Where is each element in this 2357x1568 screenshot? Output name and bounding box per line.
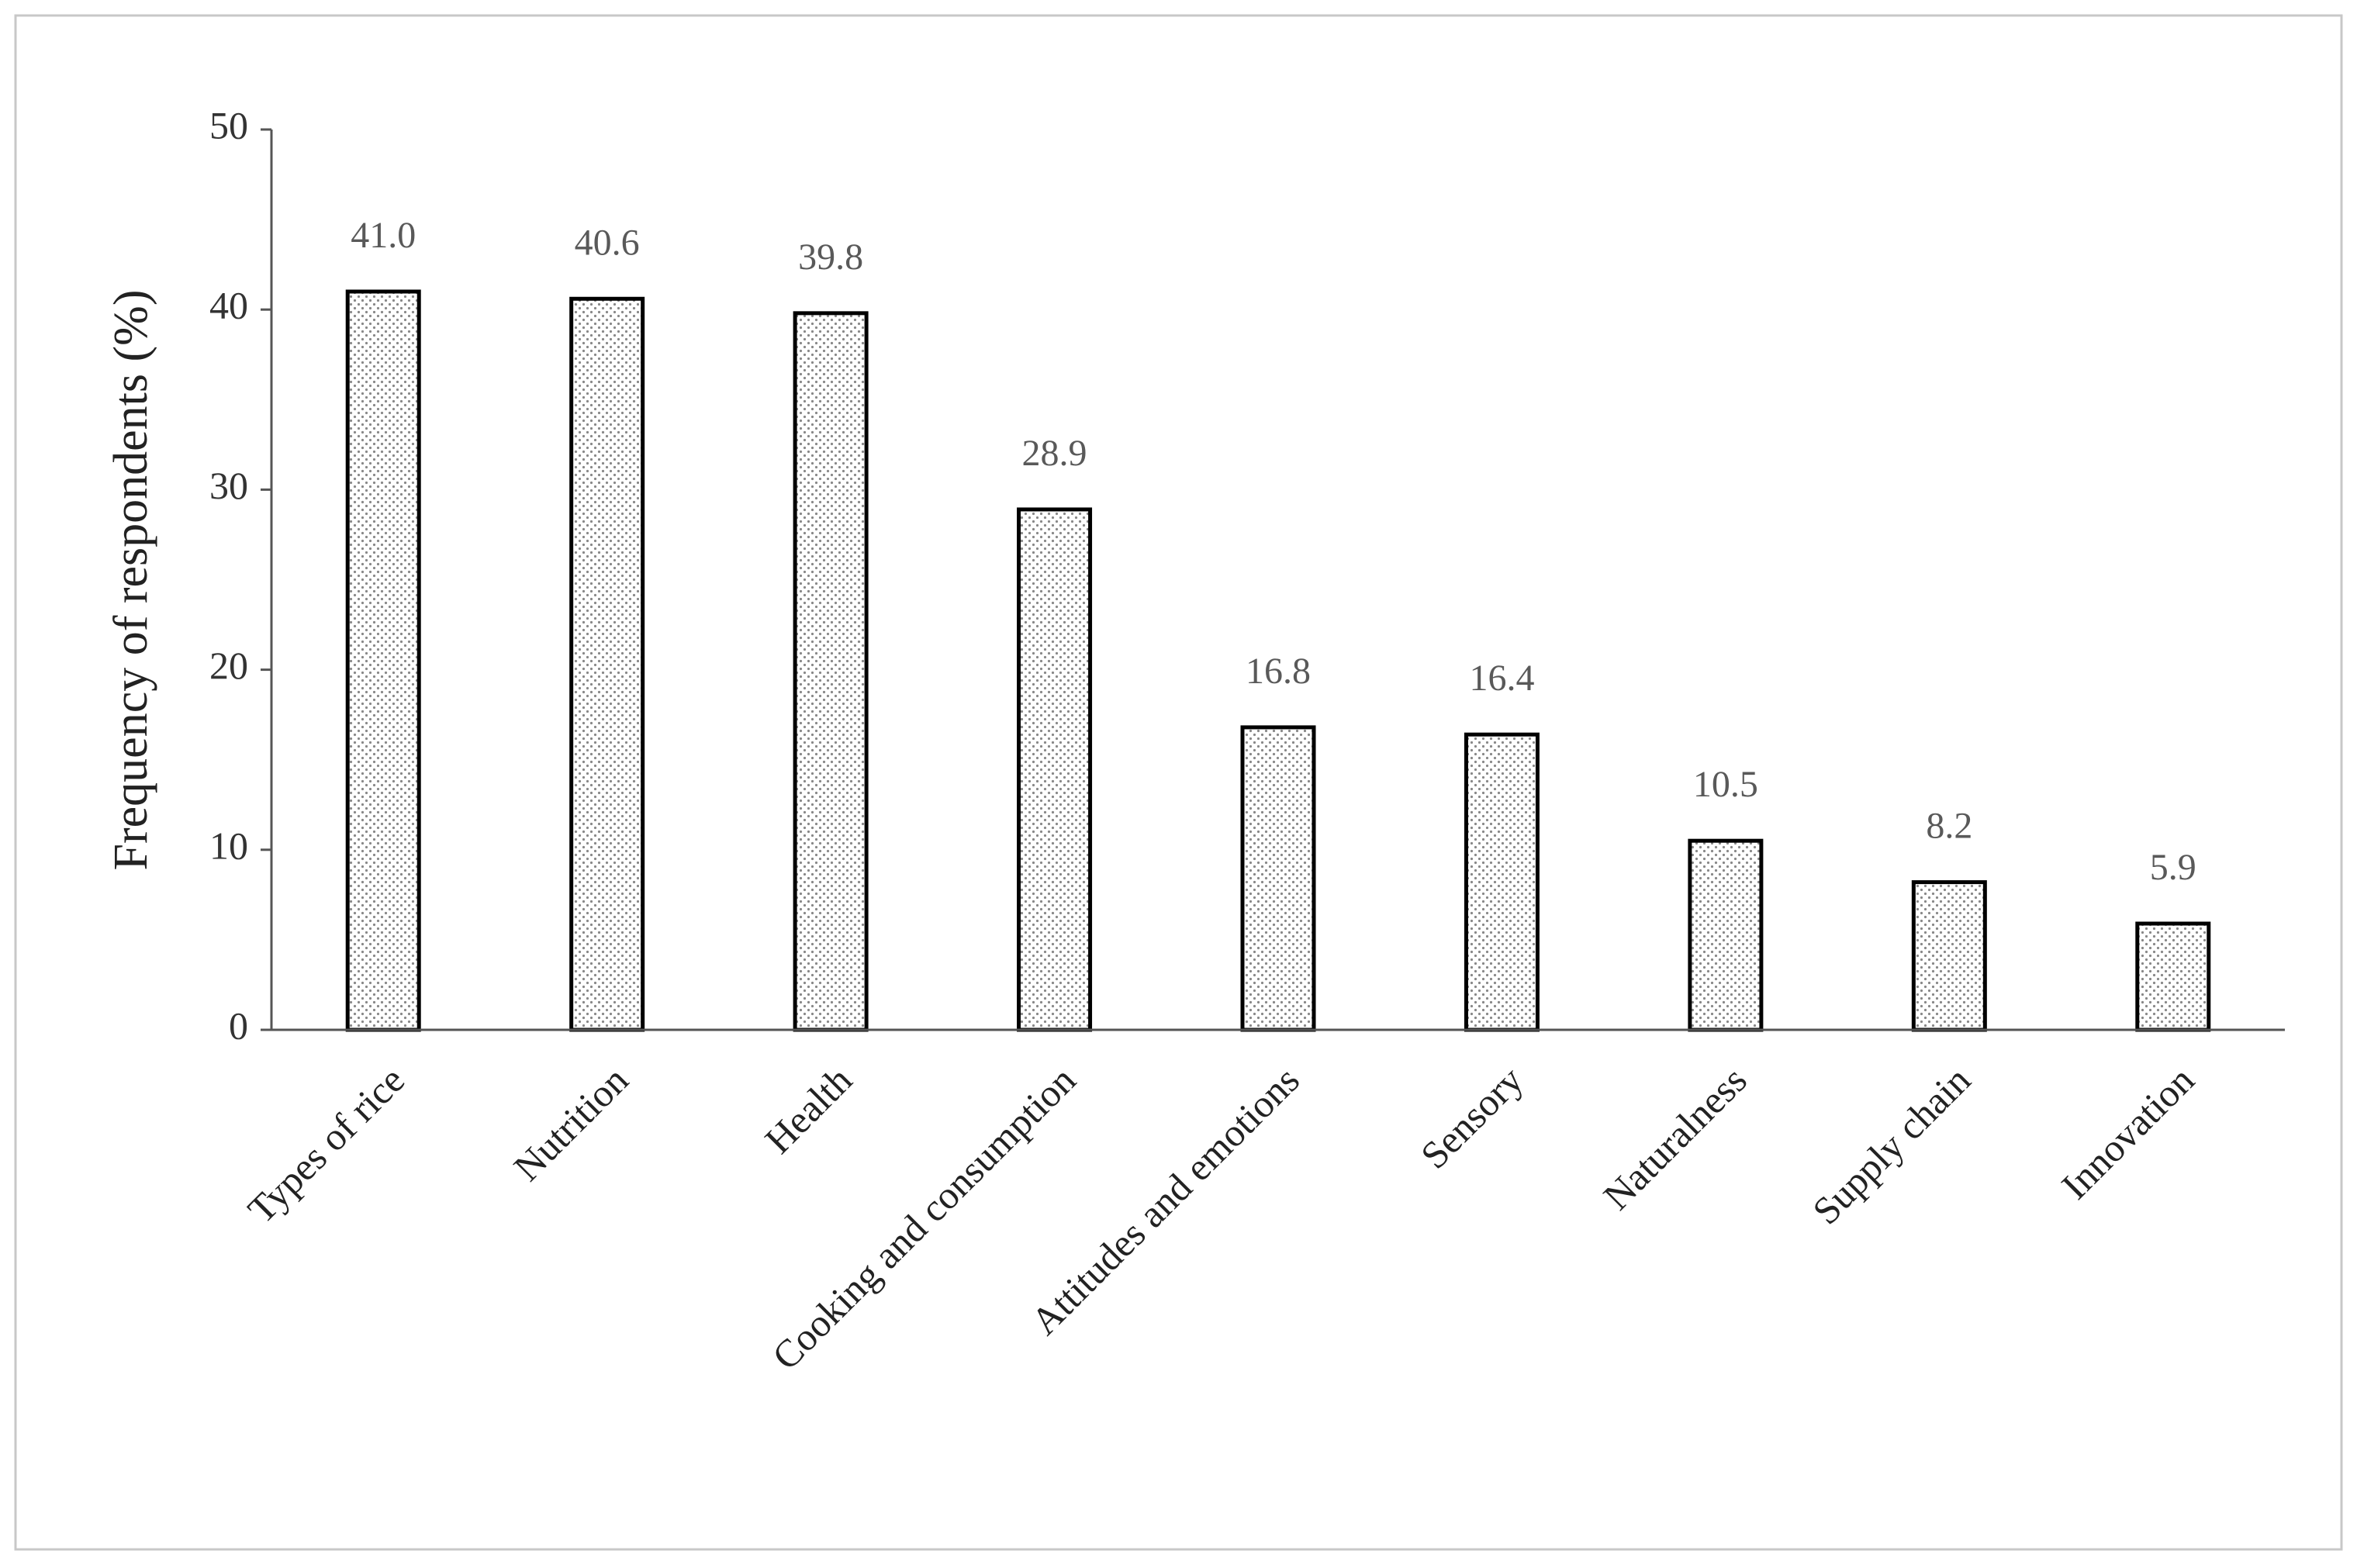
value-label: 10.5 <box>1693 764 1758 805</box>
bar <box>1911 880 1987 1032</box>
y-tick-label: 20 <box>209 644 248 687</box>
value-label: 16.8 <box>1246 651 1311 692</box>
value-label: 39.8 <box>798 237 863 278</box>
y-tick-label: 40 <box>209 284 248 327</box>
bar <box>793 311 869 1032</box>
y-axis-title: Frequency of respondents (%) <box>105 290 157 871</box>
bar <box>2135 921 2211 1032</box>
bar <box>1464 732 1540 1032</box>
y-tick-label: 0 <box>229 1003 248 1047</box>
value-label: 41.0 <box>351 215 416 256</box>
value-label: 16.4 <box>1469 658 1534 699</box>
value-label: 28.9 <box>1022 433 1087 474</box>
value-label: 8.2 <box>1926 806 1972 847</box>
y-tick-label: 30 <box>209 464 248 507</box>
bar <box>569 296 645 1032</box>
value-label: 40.6 <box>575 222 640 263</box>
bar <box>1688 838 1764 1032</box>
bar <box>1017 507 1093 1032</box>
y-tick-label: 10 <box>209 824 248 867</box>
bar <box>345 289 421 1032</box>
y-tick-label: 50 <box>209 103 248 147</box>
bar <box>1240 725 1316 1032</box>
value-label: 5.9 <box>2150 847 2196 888</box>
